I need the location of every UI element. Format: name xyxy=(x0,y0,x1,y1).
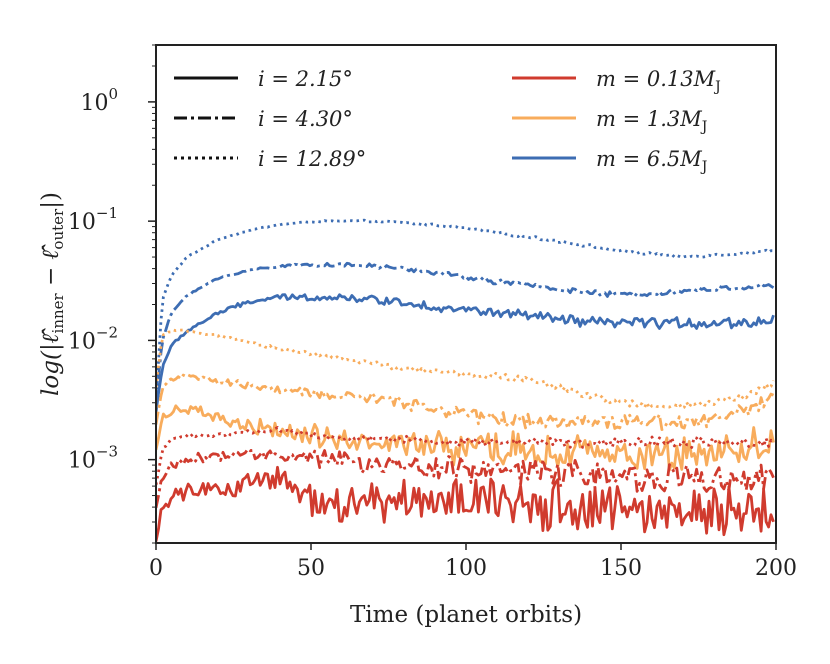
series-line-8 xyxy=(156,465,775,542)
legend-label-m-0-13: m = 0.13MJ xyxy=(596,67,721,95)
legend-label-i-12-89: i = 12.89° xyxy=(258,147,366,171)
x-tick-label: 0 xyxy=(149,556,163,581)
legend-m-0-13-sub: J xyxy=(713,79,721,95)
legend-label-m-1-3: m = 1.3MJ xyxy=(596,107,707,135)
y-title-sub-inner: inner xyxy=(49,292,67,333)
legend-label-i-2-15: i = 2.15° xyxy=(258,67,353,91)
y-title-minus: − xyxy=(38,259,64,293)
y-title-suffix: |) xyxy=(38,192,64,209)
legend-label-i-4-30: i = 4.30° xyxy=(258,107,353,131)
x-tick-label: 100 xyxy=(445,556,487,581)
series-line-3 xyxy=(156,328,775,410)
series-line-4 xyxy=(156,373,775,431)
y-title-prefix: log(| xyxy=(38,343,64,396)
y-tick-label: 10−2 xyxy=(68,323,118,354)
y-tick-label: 10−1 xyxy=(68,204,118,235)
series-line-5 xyxy=(156,404,775,472)
series-line-6 xyxy=(156,426,775,486)
series-layer xyxy=(156,218,775,542)
y-axis: 100 10−1 10−2 10−3 xyxy=(68,44,156,544)
series-line-7 xyxy=(156,447,775,509)
x-axis-title: Time (planet orbits) xyxy=(350,602,582,628)
x-tick-label: 200 xyxy=(755,556,797,581)
legend-m-1-3-sub: J xyxy=(700,119,708,135)
legend-m-1-3-text: m = 1.3M xyxy=(596,107,702,131)
series-line-1 xyxy=(156,261,775,404)
y-title-sub-outer: outer xyxy=(49,208,67,250)
legend-m-6-5-sub: J xyxy=(700,159,708,175)
legend: i = 2.15° i = 4.30° i = 12.89° m = 0.13M… xyxy=(174,67,721,175)
legend-m-0-13-text: m = 0.13M xyxy=(596,67,716,91)
x-tick-label: 150 xyxy=(600,556,642,581)
y-tick-label: 100 xyxy=(80,85,118,116)
legend-m-6-5-text: m = 6.5M xyxy=(596,147,702,171)
x-axis: 0 50 100 150 200 xyxy=(149,543,797,581)
series-line-2 xyxy=(156,293,775,413)
legend-label-m-6-5: m = 6.5MJ xyxy=(596,147,707,175)
y-tick-label: 10−3 xyxy=(68,443,118,474)
x-tick-label: 50 xyxy=(297,556,325,581)
